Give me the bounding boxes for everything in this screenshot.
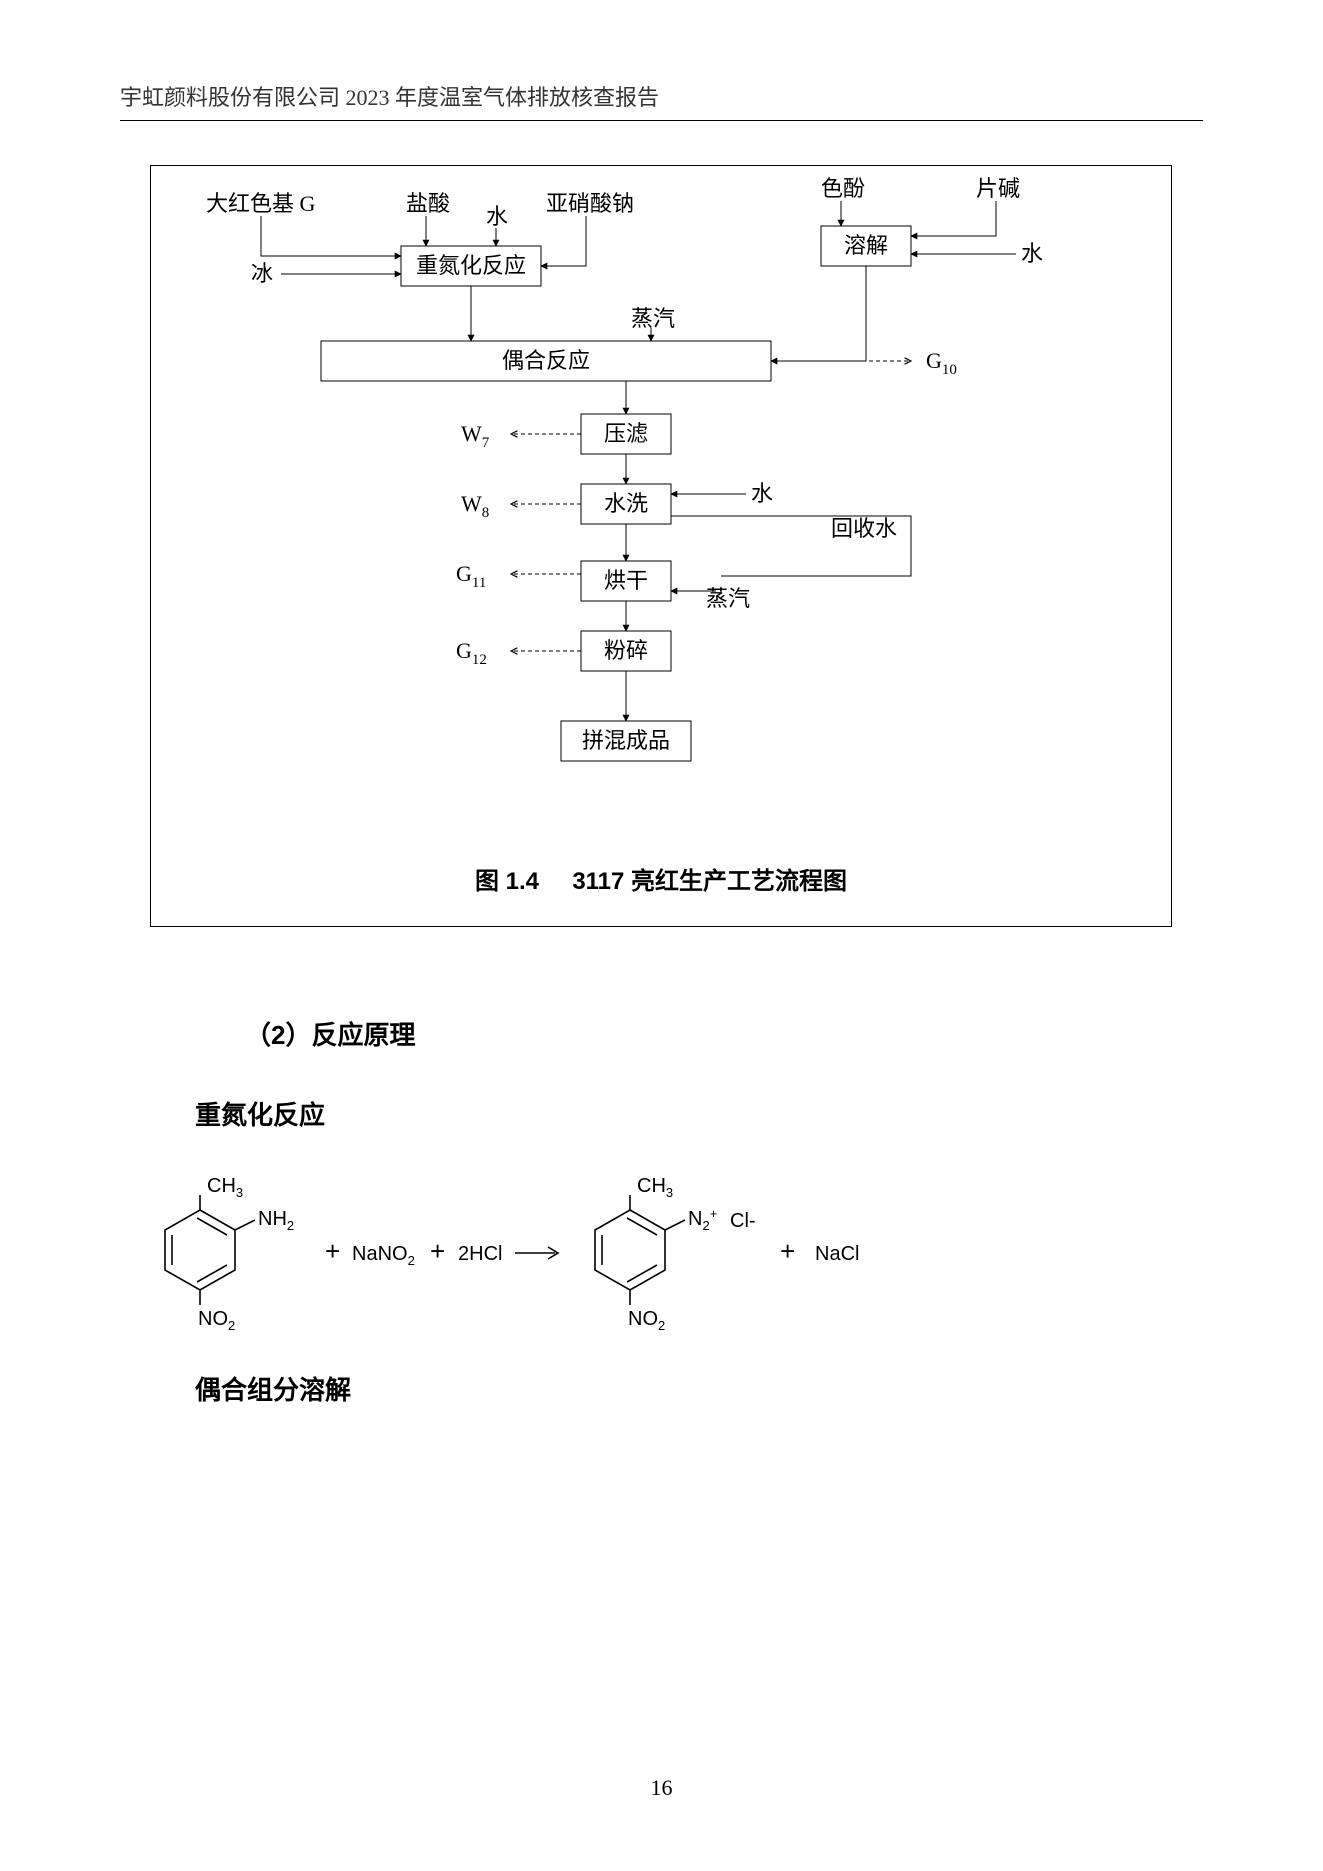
chem-nacl: NaCl: [815, 1243, 859, 1265]
label-g10: G: [926, 348, 942, 373]
label-nano2: 亚硝酸钠: [546, 191, 634, 216]
label-steam2: 蒸汽: [706, 586, 750, 611]
label-sefan: 色酚: [821, 176, 865, 201]
header-rule: [120, 120, 1203, 121]
svg-text:G10: G10: [926, 348, 957, 378]
svg-text:CH3: CH3: [207, 1175, 243, 1200]
node-filter: 压滤: [604, 421, 648, 446]
svg-text:NH2: NH2: [258, 1208, 294, 1233]
label-g12: G: [456, 638, 472, 663]
node-dry: 烘干: [604, 568, 648, 593]
svg-text:G11: G11: [456, 561, 486, 591]
svg-text:W7: W7: [461, 421, 490, 451]
chem-2hcl: 2HCl: [458, 1243, 502, 1265]
node-dissolve: 溶解: [844, 233, 888, 258]
page-number: 16: [0, 1775, 1323, 1801]
heading-principle: （2）反应原理: [245, 1015, 415, 1052]
figure-caption: 图 1.4 3117 亮红生产工艺流程图: [151, 861, 1171, 896]
label-pianjian: 片碱: [976, 176, 1020, 201]
flowchart-svg: 重氮化反应 溶解 偶合反应 压滤 水洗 烘干 粉碎 拼混成品 大红色基 G: [151, 166, 1171, 866]
label-water1: 水: [486, 204, 508, 229]
chem-plus2: +: [430, 1236, 445, 1266]
heading-diazo: 重氮化反应: [195, 1095, 325, 1132]
label-dahong: 大红色基 G: [206, 191, 316, 216]
svg-text:G12: G12: [456, 638, 487, 668]
chem-cl: Cl-: [730, 1210, 756, 1232]
label-water2: 水: [1021, 241, 1043, 266]
chem-plus1: +: [325, 1236, 340, 1266]
svg-text:NO2: NO2: [628, 1308, 665, 1333]
page-header: 宇虹颜料股份有限公司 2023 年度温室气体排放核查报告: [120, 80, 1203, 112]
label-w8: W: [461, 491, 482, 516]
label-g11: G: [456, 561, 472, 586]
node-coupling: 偶合反应: [502, 348, 590, 373]
svg-text:W8: W8: [461, 491, 489, 521]
chem-plus3: +: [780, 1236, 795, 1266]
svg-text:N2+: N2+: [688, 1206, 717, 1233]
label-steam1: 蒸汽: [631, 306, 675, 331]
label-water3: 水: [751, 481, 773, 506]
node-diazo: 重氮化反应: [416, 253, 526, 278]
label-w7: W: [461, 421, 482, 446]
document-page: 宇虹颜料股份有限公司 2023 年度温室气体排放核查报告 重氮化反应 溶解 偶合…: [0, 0, 1323, 1871]
label-ice: 冰: [251, 261, 273, 286]
caption-prefix: 图 1.4: [475, 868, 539, 895]
heading-coupling-dissolve: 偶合组分溶解: [195, 1370, 351, 1407]
node-wash: 水洗: [604, 491, 648, 516]
caption-body: 3117 亮红生产工艺流程图: [572, 868, 847, 895]
label-hcl: 盐酸: [406, 191, 450, 216]
svg-text:CH3: CH3: [637, 1175, 673, 1200]
node-product: 拼混成品: [582, 728, 670, 753]
flowchart-figure: 重氮化反应 溶解 偶合反应 压滤 水洗 烘干 粉碎 拼混成品 大红色基 G: [150, 165, 1172, 927]
svg-text:NaNO2: NaNO2: [352, 1243, 415, 1268]
svg-text:NO2: NO2: [198, 1308, 235, 1333]
label-recycle: 回收水: [831, 516, 897, 541]
node-crush: 粉碎: [604, 638, 648, 663]
chemical-equation: CH3 NH2 NO2 + NaNO2 + 2HCl: [130, 1155, 1030, 1345]
